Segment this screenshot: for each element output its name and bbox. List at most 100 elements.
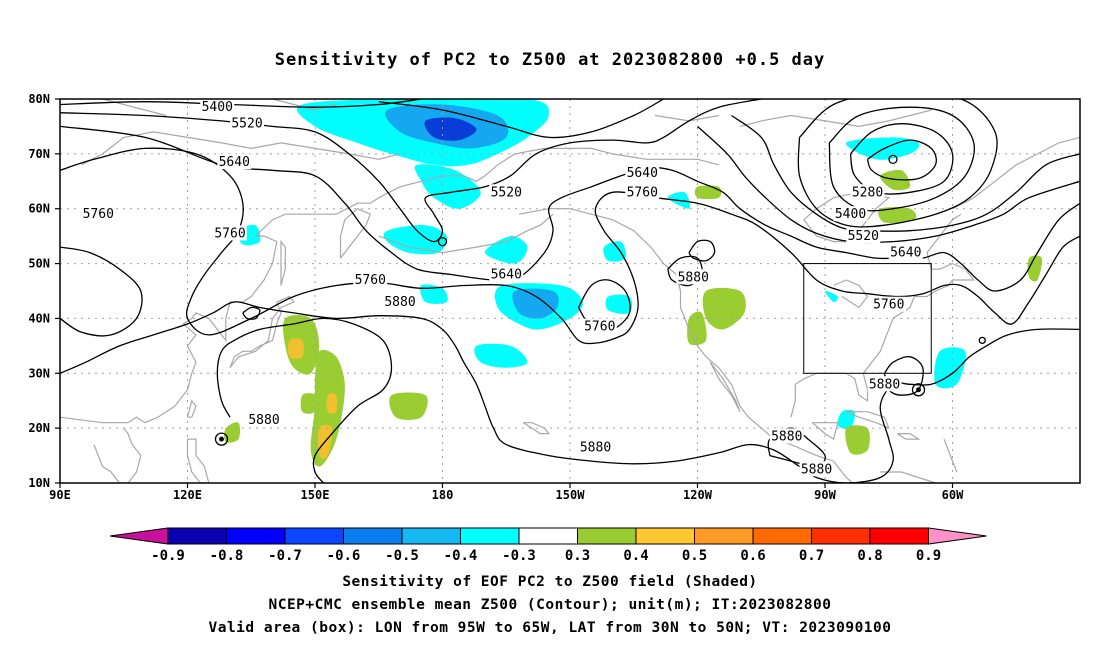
colorbar-label: -0.3 (502, 548, 536, 564)
contour-label-bg (625, 184, 660, 200)
contour-label: 5760 (214, 226, 245, 241)
figure-title: Sensitivity of PC2 to Z500 at 2023082800… (274, 50, 826, 70)
longitude-labels: 90E 120E 150E 180 150W 120W 90W 60W (49, 488, 964, 502)
latitude-label: 20N (28, 421, 50, 435)
colorbar-segment (460, 527, 520, 545)
contour-label: 5640 (627, 166, 658, 181)
colorbar-label: 0.3 (565, 548, 590, 564)
contour-label-bg (799, 461, 834, 477)
contour-label: 5760 (873, 298, 904, 313)
contour-label-bg (578, 439, 613, 455)
colorbar-segment (869, 527, 929, 545)
contour-label-bg (867, 376, 902, 392)
colorbar-segment (284, 527, 344, 545)
contour-label-bg (489, 184, 524, 200)
valid-area-box (803, 263, 932, 374)
contour-label: 5520 (491, 185, 522, 200)
contour-label: 5880 (869, 377, 900, 392)
contour-label: 5400 (835, 207, 866, 222)
contour-label: 5880 (384, 295, 415, 310)
contour-label-bg (888, 244, 923, 260)
colorbar-label: -0.6 (327, 548, 361, 564)
contour-label: 5760 (627, 185, 658, 200)
latitude-label: 40N (28, 311, 50, 325)
colorbar (109, 527, 987, 545)
longitude-label: 120E (173, 488, 202, 502)
contour-label: 5640 (219, 155, 250, 170)
axis-ticks (55, 98, 954, 488)
contour-label-bg (582, 318, 617, 334)
footer-line-2: NCEP+CMC ensemble mean Z500 (Contour); u… (268, 597, 832, 613)
contour-label-bg (676, 269, 711, 285)
latitude-label: 80N (28, 92, 50, 106)
contour-label-bg (489, 266, 524, 282)
latitude-labels: 80N 70N 60N 50N 40N 30N 20N 10N (28, 92, 50, 490)
contour-label-bg (833, 206, 868, 222)
contour-label: 5880 (580, 440, 611, 455)
contour-label: 5520 (231, 117, 262, 132)
contour-label: 5640 (890, 246, 921, 261)
footer-line-3: Valid area (box): LON from 95W to 65W, L… (208, 620, 892, 636)
longitude-label: 150W (556, 488, 586, 502)
contour-label: 5760 (584, 320, 615, 335)
latitude-label: 50N (28, 257, 50, 271)
colorbar-segment (518, 527, 578, 545)
contour-label-bg (353, 272, 388, 288)
contour-label-bg (871, 296, 906, 312)
contour-label-bg (230, 115, 264, 131)
colorbar-label: 0.8 (857, 548, 882, 564)
contour-label: 5400 (202, 100, 233, 115)
colorbar-label: 0.6 (740, 548, 765, 564)
colorbar-label: 0.4 (623, 548, 648, 564)
contour-label-bg (383, 293, 417, 309)
contour-label: 5880 (248, 413, 279, 428)
colorbar-labels: -0.9 -0.8 -0.7 -0.6 -0.5 -0.4 -0.3 0.3 0.4 0.5 0.6… (151, 548, 941, 564)
longitude-label: 180 (432, 488, 454, 502)
contour-label-bg (81, 206, 116, 222)
contour-label-bg (769, 428, 804, 444)
contour-label-bg (213, 225, 247, 241)
contour-label-bg (846, 228, 881, 244)
colorbar-label: -0.8 (210, 548, 244, 564)
colorbar-segment (343, 527, 403, 545)
longitude-label: 90E (49, 488, 71, 502)
longitude-label: 90W (814, 488, 836, 502)
contour-label-bg (217, 154, 252, 170)
latitude-label: 60N (28, 202, 50, 216)
colorbar-label: -0.5 (385, 548, 419, 564)
latitude-label: 70N (28, 147, 50, 161)
colorbar-label: 0.7 (799, 548, 824, 564)
colorbar-label: 0.9 (916, 548, 941, 564)
colorbar-segment (752, 527, 812, 545)
contour-labels: 5400 5520 5640 5760 5760 5520 5640 5760 5640 5760… (81, 99, 923, 477)
contour-label-bg (850, 184, 885, 200)
contour-label: 5760 (83, 207, 114, 222)
colorbar-segment (167, 527, 227, 545)
colorbar-left-arrow (109, 527, 169, 545)
contour-label: 5880 (801, 462, 832, 477)
colorbar-segment (226, 527, 286, 545)
contour-label: 5880 (771, 429, 802, 444)
contour-label: 5520 (848, 229, 879, 244)
colorbar-segment (811, 527, 871, 545)
colorbar-segment (635, 527, 695, 545)
longitude-label: 120W (683, 488, 713, 502)
colorbar-segment (577, 527, 637, 545)
contour-label: 5880 (678, 270, 709, 285)
contour-label: 5640 (491, 268, 522, 283)
colorbar-segment (401, 527, 461, 545)
contour-label-bg (200, 99, 235, 115)
colorbar-label: -0.4 (444, 548, 478, 564)
colorbar-segment (694, 527, 754, 545)
contour-label-bg (247, 411, 281, 427)
colorbar-label: -0.9 (151, 548, 185, 564)
z500-contours (60, 99, 1080, 483)
latitude-label: 30N (28, 366, 50, 380)
colorbar-right-arrow (928, 527, 987, 545)
contour-label-bg (625, 165, 660, 181)
contour-label: 5280 (852, 185, 883, 200)
footer-line-1: Sensitivity of EOF PC2 to Z500 field (Sh… (342, 574, 758, 590)
latitude-label: 10N (28, 476, 50, 490)
contour-label: 5760 (355, 273, 386, 288)
